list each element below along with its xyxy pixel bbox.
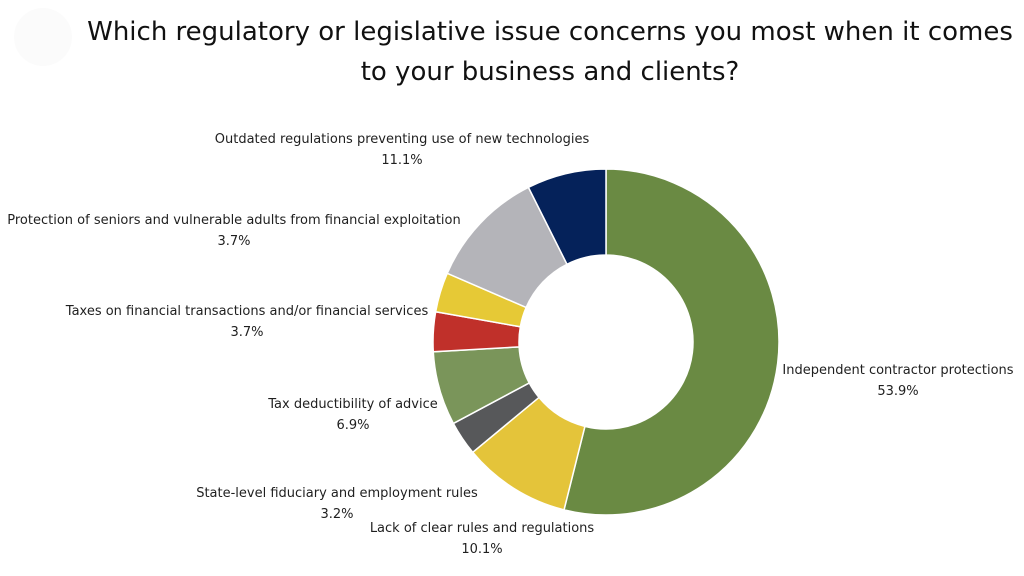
donut-slice-1: [563, 168, 780, 516]
slice-label-2: Lack of clear rules and regulations: [370, 521, 595, 536]
slice-label-5: Taxes on financial transactions and/or f…: [65, 304, 429, 319]
slice-value-label-3: 3.2%: [320, 507, 353, 522]
chart-title: Which regulatory or legislative issue co…: [70, 12, 1024, 92]
chart-title-line-1: Which regulatory or legislative issue co…: [87, 17, 1013, 47]
slice-value-label-6: 3.7%: [217, 234, 250, 249]
slice-label-7: Outdated regulations preventing use of n…: [215, 132, 590, 147]
donut-slice-8: [527, 168, 607, 266]
slice-label-1: Independent contractor protections: [782, 363, 1013, 378]
slice-value-label-4: 6.9%: [336, 418, 369, 433]
slice-value-label-1: 53.9%: [877, 384, 918, 399]
slice-value-label-2: 10.1%: [461, 542, 502, 557]
slice-value-label-7: 11.1%: [381, 153, 422, 168]
slice-label-6: Protection of seniors and vulnerable adu…: [7, 213, 460, 228]
chart-title-line-2: to your business and clients?: [360, 57, 740, 87]
slice-label-3: State-level fiduciary and employment rul…: [196, 486, 478, 501]
slice-label-4: Tax deductibility of advice: [267, 397, 438, 412]
slice-value-label-5: 3.7%: [230, 325, 263, 340]
logo-placeholder: [14, 8, 72, 66]
